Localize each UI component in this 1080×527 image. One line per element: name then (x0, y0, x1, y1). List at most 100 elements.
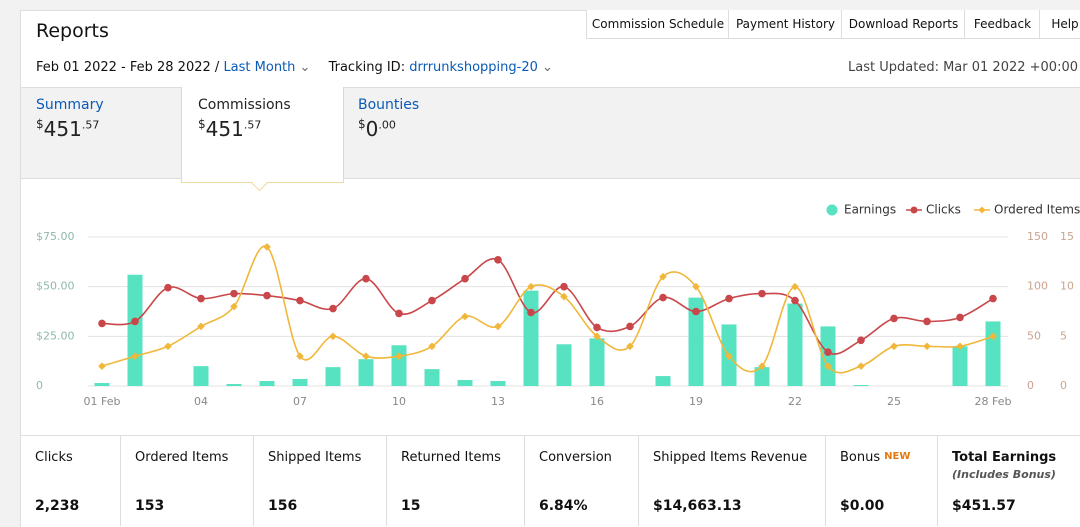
point (824, 348, 832, 357)
point (131, 317, 139, 326)
y2-tick-label: 150 (1027, 230, 1048, 243)
stat-cell: Shipped Items 156 (254, 436, 387, 526)
point (527, 282, 535, 291)
point (98, 319, 106, 328)
stat-cell: Shipped Items Revenue $14,663.13 (639, 436, 826, 526)
date-range: Feb 01 2022 - Feb 28 2022 / (36, 60, 220, 75)
point (593, 332, 601, 341)
point (494, 256, 502, 264)
line (101, 245, 994, 374)
stat-label-text: Bonus (840, 450, 881, 465)
stat-label-text: Shipped Items Revenue (653, 450, 808, 465)
nav-button[interactable]: Feedback (964, 10, 1041, 39)
x-tick-label: 13 (491, 395, 505, 408)
tab[interactable]: Commissions $451.57 (198, 88, 291, 177)
x-tick-label: 28 Feb (975, 395, 1012, 408)
point (164, 283, 172, 292)
point (791, 282, 799, 291)
nav-button[interactable]: Commission Schedule (586, 10, 730, 39)
stat-value: $0.00 (840, 498, 885, 514)
point (560, 282, 568, 291)
y2-tick-label: 100 (1027, 280, 1048, 293)
point (230, 289, 238, 298)
y3-tick-label: 0 (1060, 379, 1067, 392)
currency: $ (358, 117, 366, 131)
active-tab-box (181, 87, 344, 183)
point (824, 362, 832, 370)
chart: 0 $25.00 $50.00 $75.00 0 50 100 150 0 5 10 15 01 Feb… (36, 203, 1080, 409)
stat-cell: Conversion 6.84% (525, 436, 639, 526)
currency: $ (36, 117, 44, 131)
stat-cell: Total Earnings (Includes Bonus) $451.57 (938, 436, 1079, 526)
point (197, 322, 205, 331)
tab-bar (21, 87, 1080, 179)
tab-label: Commissions (198, 97, 291, 113)
point (428, 296, 436, 305)
legend-marker (978, 206, 986, 214)
bar (226, 384, 242, 386)
stat-label: Shipped Items Revenue (653, 450, 807, 465)
bar (523, 290, 539, 386)
y3-tick-label: 5 (1060, 329, 1067, 342)
stat-label: Ordered Items (135, 450, 228, 465)
x-tick-label: 01 Feb (84, 395, 121, 408)
tab[interactable]: Summary $451.57 (36, 88, 104, 177)
stat-value: 15 (401, 498, 421, 514)
tracking-select[interactable]: drrrunkshopping-20 (409, 60, 538, 75)
nav-button[interactable]: Download Reports (841, 10, 966, 39)
point (956, 342, 964, 351)
point (758, 362, 766, 370)
bar (556, 344, 572, 386)
tab[interactable]: Bounties $0.00 (358, 88, 419, 177)
tab-amount: $451.57 (198, 117, 291, 141)
y3-tick-label: 10 (1060, 280, 1074, 293)
bar (292, 379, 308, 386)
stat-value: 156 (268, 498, 298, 514)
stats-divider (21, 435, 1080, 436)
point (593, 323, 601, 332)
point (296, 296, 304, 305)
date-row: Feb 01 2022 - Feb 28 2022 / Last Month ⌄… (36, 60, 553, 75)
last-updated: Last Updated: Mar 01 2022 +00:00 (848, 60, 1078, 75)
y-tick-label: $75.00 (36, 230, 75, 243)
nav-button[interactable]: Help (1039, 10, 1080, 39)
stat-value: $451.57 (952, 498, 1016, 514)
point (362, 274, 370, 283)
bar (952, 346, 968, 386)
amount-fraction: .57 (81, 118, 100, 132)
stat-cell: Clicks 2,238 (21, 436, 121, 526)
bar (589, 338, 605, 386)
point (263, 243, 271, 251)
bar (985, 321, 1001, 386)
bar (325, 367, 341, 386)
x-tick-label: 10 (392, 395, 406, 408)
point (461, 312, 469, 321)
period-select[interactable]: Last Month (223, 60, 296, 75)
stat-cell: Returned Items 15 (387, 436, 525, 526)
point (989, 294, 997, 303)
point (164, 342, 172, 351)
tab-label: Bounties (358, 97, 420, 113)
legend-label: Clicks (926, 203, 961, 217)
stat-cell: Ordered Items 153 (121, 436, 254, 526)
page-title: Reports (36, 20, 109, 42)
stat-label: Conversion (539, 450, 612, 465)
x-tick-label: 22 (788, 395, 802, 408)
y3-tick-label: 15 (1060, 230, 1074, 243)
point (791, 296, 799, 305)
point (890, 314, 898, 323)
nav-button[interactable]: Payment History (728, 10, 843, 39)
x-tick-label: 16 (590, 395, 604, 408)
amount-fraction: .57 (243, 118, 262, 132)
point (857, 336, 865, 345)
point (626, 342, 634, 351)
line (101, 257, 994, 355)
point (263, 291, 271, 300)
point (659, 293, 667, 302)
bar (754, 367, 770, 386)
point (98, 362, 106, 370)
y-tick-label: 0 (36, 379, 43, 392)
bar (655, 376, 671, 386)
x-tick-label: 04 (194, 395, 208, 408)
